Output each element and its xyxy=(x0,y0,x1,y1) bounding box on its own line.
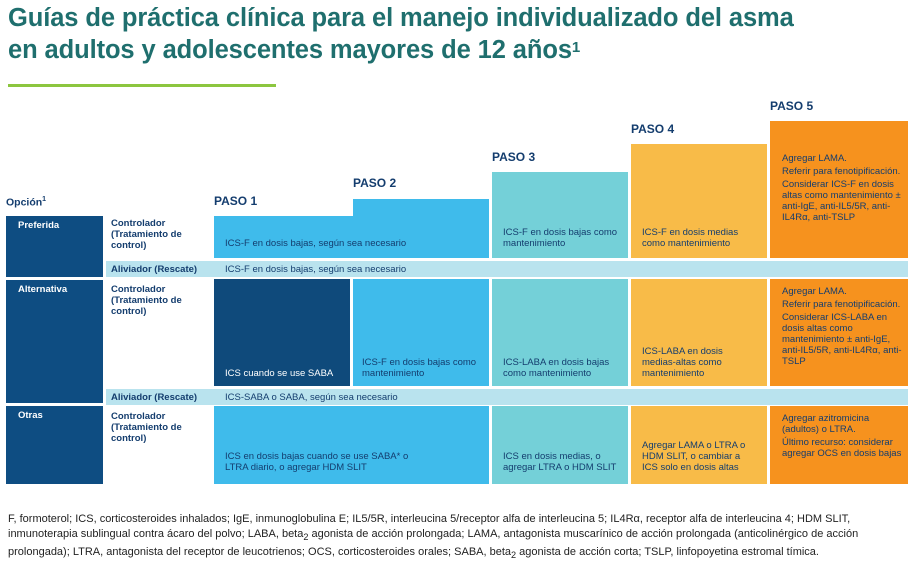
alternativa-step-2: ICS-F en dosis bajas como mantenimiento xyxy=(353,279,489,386)
alternativa-reliever-text: ICS-SABA o SABA, según sea necesario xyxy=(225,392,398,403)
reliever-label-preferida: Aliviador (Rescate) xyxy=(111,264,198,275)
step-2-top-extension xyxy=(353,199,489,217)
otras-steps-1-2: ICS en dosis bajas cuando se use SABA* o… xyxy=(214,406,489,484)
title-reference: 1 xyxy=(571,39,581,56)
step-2-header: PASO 2 xyxy=(353,176,397,190)
otras-step-5: Agregar azitromicina (adultos) o LTRA. Ú… xyxy=(770,406,908,484)
step-1-header: PASO 1 xyxy=(214,194,258,208)
step-3-header: PASO 3 xyxy=(492,150,536,164)
preferida-steps-1-2: ICS-F en dosis bajas, según sea necesari… xyxy=(214,216,489,258)
otras-step-3: ICS en dosis medias, o agregar LTRA o HD… xyxy=(492,406,628,484)
otras-step-4: Agregar LAMA o LTRA o HDM SLIT, o cambia… xyxy=(631,406,767,484)
alternativa-reliever-bar xyxy=(106,389,908,405)
row-label-otras: Otras xyxy=(6,406,103,484)
preferida-reliever-text: ICS-F en dosis bajas, según sea necesari… xyxy=(225,264,407,275)
title-underline xyxy=(8,84,276,87)
title-line-2: en adultos y adolescentes mayores de 12 … xyxy=(8,36,581,64)
controller-label-preferida: Controlador (Tratamiento de control) xyxy=(111,218,182,251)
alternativa-step-5: Agregar LAMA. Referir para fenotipificac… xyxy=(770,279,908,386)
preferida-step-4: ICS-F en dosis medias como mantenimiento xyxy=(631,144,767,258)
alternativa-step-1: ICS cuando se use SABA xyxy=(214,279,350,386)
row-label-alternativa: Alternativa xyxy=(6,280,103,403)
controller-label-alternativa: Controlador (Tratamiento de control) xyxy=(111,284,182,317)
preferida-step-3: ICS-F en dosis bajas como mantenimiento xyxy=(492,172,628,258)
step-4-header: PASO 4 xyxy=(631,122,675,136)
preferida-step-5: Agregar LAMA. Referir para fenotipificac… xyxy=(770,121,908,258)
alternativa-step-3: ICS-LABA en dosis bajas como mantenimien… xyxy=(492,279,628,386)
title-line-1: Guías de práctica clínica para el manejo… xyxy=(8,4,794,32)
preferida-reliever-bar xyxy=(106,261,908,277)
option-header: Opción1 xyxy=(6,196,47,209)
controller-label-otras: Controlador (Tratamiento de control) xyxy=(111,411,182,444)
reliever-label-alternativa: Aliviador (Rescate) xyxy=(111,392,198,403)
abbreviations-footnote: F, formoterol; ICS, corticosteroides inh… xyxy=(8,513,859,561)
row-label-preferida: Preferida xyxy=(6,216,103,277)
step-5-header: PASO 5 xyxy=(770,99,814,113)
alternativa-step-4: ICS-LABA en dosis medias-altas como mant… xyxy=(631,279,767,386)
page-title: Guías de práctica clínica para el manejo… xyxy=(8,2,913,66)
